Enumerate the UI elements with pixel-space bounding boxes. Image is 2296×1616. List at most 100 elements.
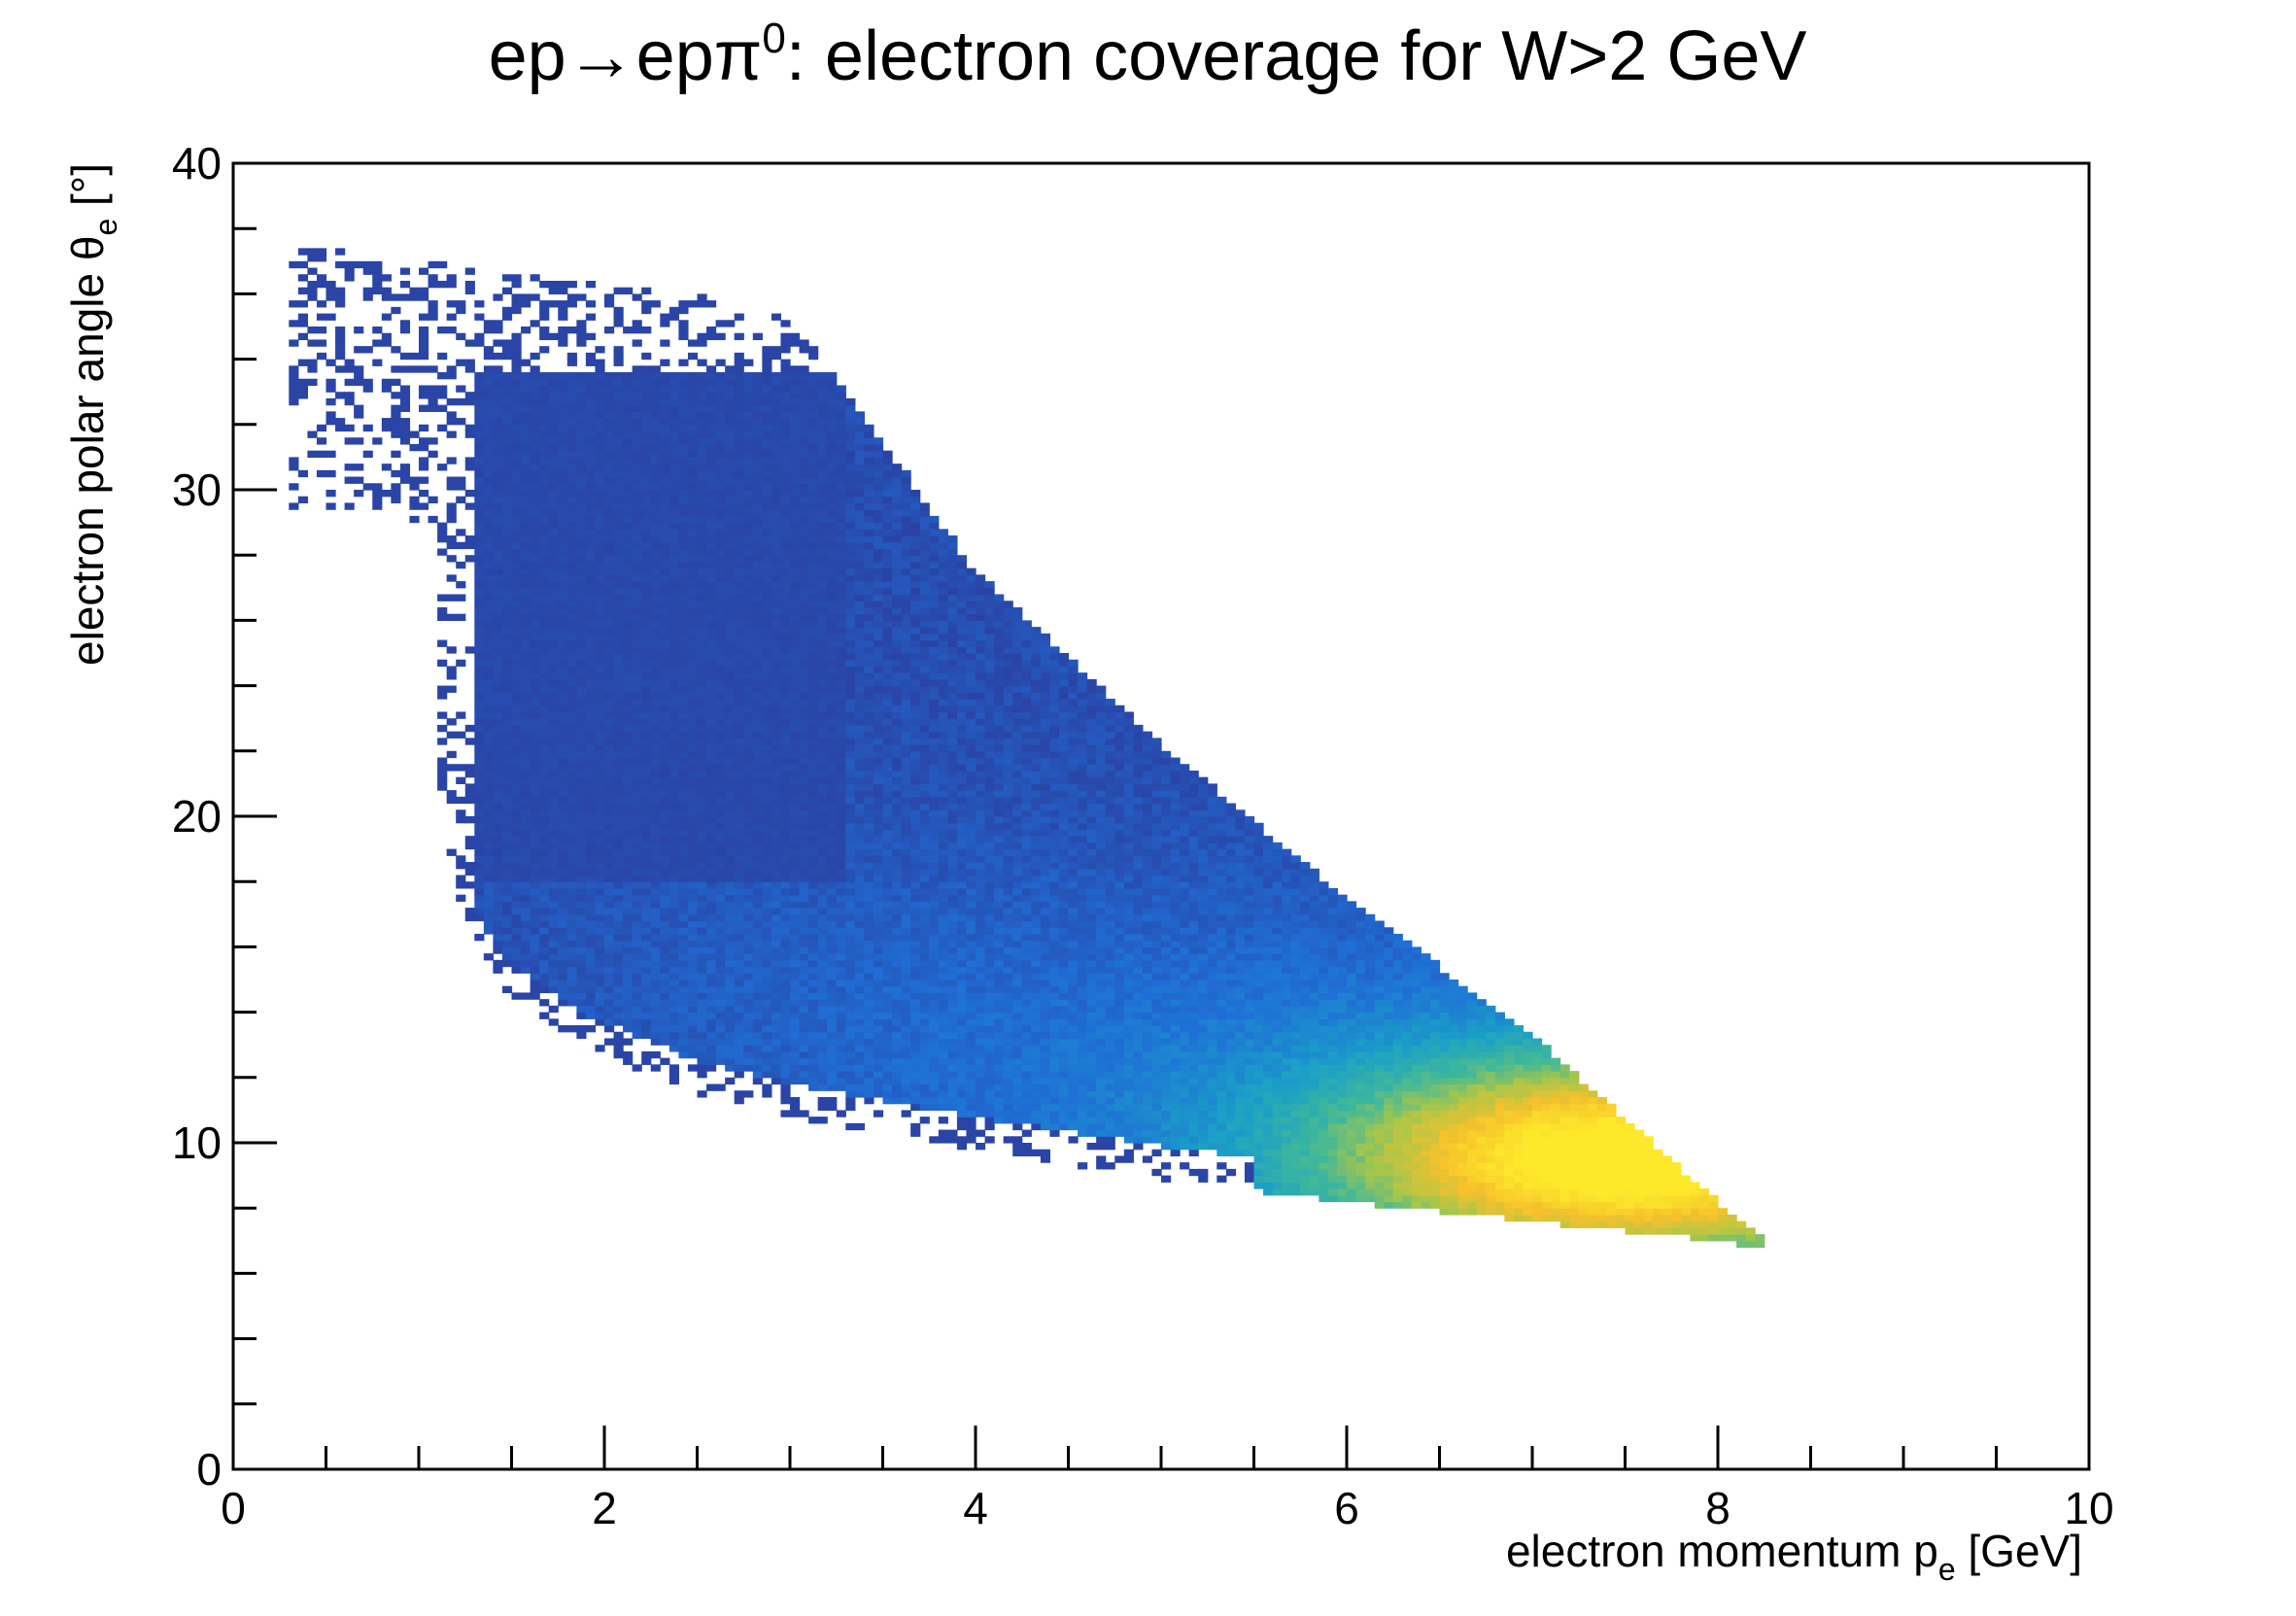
heatmap-cell [632,418,642,426]
heatmap-cell [799,646,809,654]
heatmap-cell [725,372,736,380]
heatmap-cell [539,424,550,432]
heatmap-cell [790,731,801,739]
heatmap-cell [780,913,791,922]
heatmap-cell [808,783,819,791]
heatmap-cell [725,1064,736,1072]
heatmap-cell [585,411,597,419]
heatmap-cell [446,274,457,282]
heatmap-cell [613,953,624,961]
heatmap-cell [493,887,503,896]
heatmap-cell [474,548,485,556]
heatmap-cell [743,829,754,837]
heatmap-cell [780,587,791,596]
heatmap-cell [399,464,411,471]
heatmap-cell [623,999,634,1007]
heatmap-cell [501,515,513,524]
heatmap-cell [585,404,597,412]
heatmap-cell [539,809,550,817]
heatmap-cell [715,372,726,380]
heatmap-cell [521,529,531,536]
heatmap-cell [734,829,744,837]
heatmap-cell [827,653,838,661]
heatmap-cell [576,574,587,582]
heatmap-cell [576,320,587,327]
heatmap-cell [836,1110,846,1117]
heatmap-cell [743,816,754,824]
heatmap-cell [771,868,782,877]
heatmap-cell [808,490,819,498]
heatmap-cell [817,555,828,563]
heatmap-cell [790,457,801,464]
heatmap-cell [780,933,791,942]
heatmap-cell [354,346,364,354]
heatmap-cell [632,946,642,954]
heatmap-cell [706,397,717,406]
heatmap-cell [632,1005,642,1014]
heatmap-cell [483,633,494,641]
heatmap-cell [566,483,577,491]
heatmap-cell [539,659,550,668]
heatmap-cell [799,908,809,915]
heatmap-cell [827,613,838,621]
heatmap-cell [381,418,392,426]
heatmap-cell [706,980,717,987]
heatmap-cell [678,999,689,1007]
heatmap-cell [687,750,699,759]
heatmap-cell [464,862,475,870]
heatmap-cell [678,973,689,980]
heatmap-cell [697,411,707,419]
heatmap-cell [752,1025,763,1033]
heatmap-cell [743,1031,754,1040]
heatmap-cell [650,894,661,902]
heatmap-cell [752,496,763,504]
heatmap-cell [836,496,846,504]
heatmap-cell [771,836,782,843]
heatmap-cell [687,339,699,347]
heatmap-cell [483,666,494,673]
heatmap-cell [854,1064,865,1072]
heatmap-cell [548,502,559,510]
heatmap-cell [558,959,568,968]
heatmap-cell [493,809,503,817]
heatmap-cell [734,490,744,498]
heatmap-cell [827,496,838,504]
heatmap-cell [521,293,531,301]
heatmap-cell [576,836,587,843]
heatmap-cell [539,437,550,445]
heatmap-cell [595,469,605,478]
heatmap-cell [641,587,652,596]
heatmap-cell [799,424,809,432]
heatmap-cell [734,555,744,563]
heatmap-cell [483,404,494,412]
heatmap-cell [483,868,494,877]
heatmap-cell [595,567,605,575]
heatmap-cell [752,443,763,452]
heatmap-cell [706,973,717,980]
heatmap-cell [566,862,577,870]
heatmap-cell [687,515,699,524]
heatmap-cell [604,901,615,909]
heatmap-cell [483,411,494,419]
heatmap-cell [632,920,642,928]
heatmap-cell [539,913,550,922]
heatmap-cell [845,946,856,954]
heatmap-cell [817,581,828,589]
heatmap-cell [836,881,846,889]
heatmap-cell [632,750,642,759]
heatmap-cell [595,848,605,856]
heatmap-cell [613,894,624,902]
heatmap-cell [864,980,874,987]
heatmap-cell [854,770,865,778]
heatmap-cell [483,548,494,556]
heatmap-cell [623,443,634,452]
heatmap-cell [762,842,772,850]
heatmap-cell [845,829,856,837]
heatmap-cell [799,541,809,550]
heatmap-cell [725,829,736,837]
heatmap-cell [399,437,411,445]
heatmap-cell [799,515,809,524]
heatmap-cell [752,908,763,915]
heatmap-cell [808,790,819,798]
heatmap-cell [790,1096,801,1105]
